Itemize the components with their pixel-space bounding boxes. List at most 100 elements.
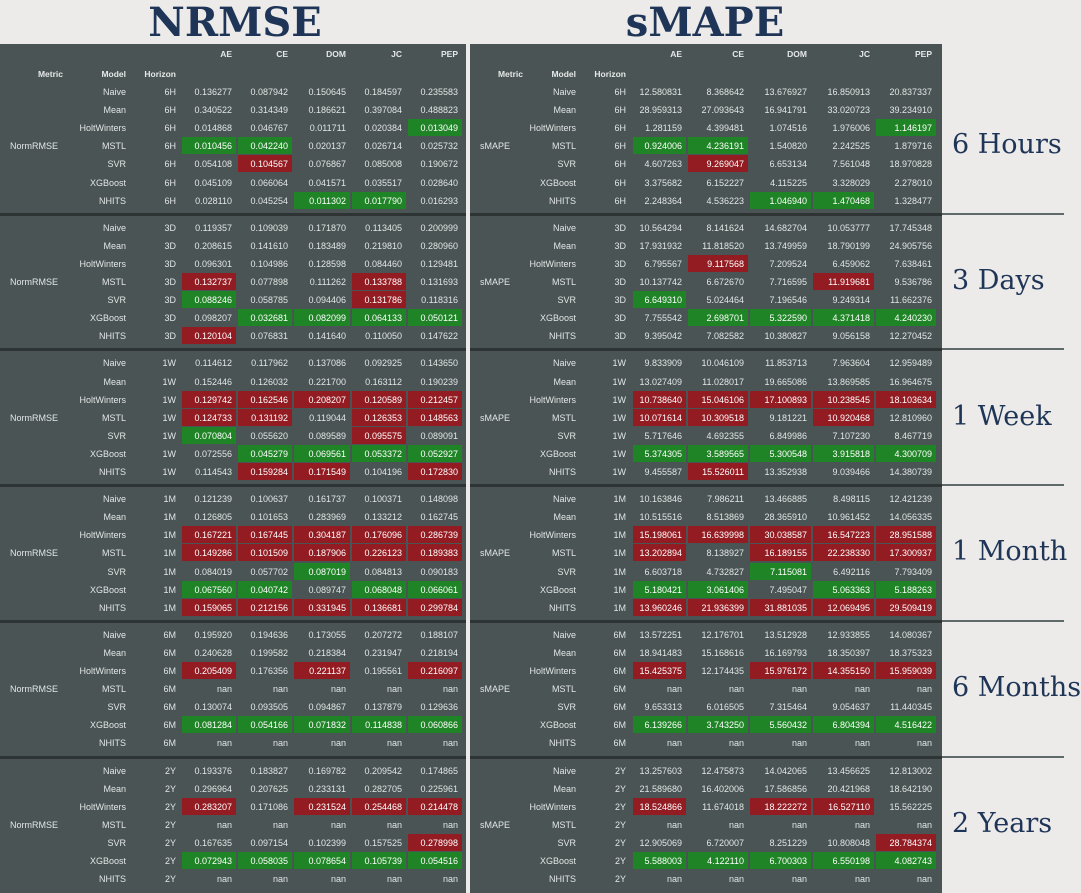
value-cell: nan <box>216 819 232 830</box>
value-cell: 6.720007 <box>706 837 744 848</box>
best-value-cell: 5.180421 <box>633 580 686 598</box>
value-cell: 0.046767 <box>250 123 288 134</box>
column-header-ae: AE <box>220 49 232 59</box>
value-cell: 14.056335 <box>889 512 932 523</box>
section-divider <box>0 212 466 216</box>
value-cell: 19.665086 <box>764 376 807 387</box>
horizon-label: 3D <box>614 240 626 251</box>
value-cell: 11.818520 <box>702 240 744 251</box>
horizon-label: 6H <box>614 105 626 116</box>
model-label: SVR <box>557 702 576 713</box>
model-label: MSTL <box>551 684 576 695</box>
value-cell: 12.580831 <box>639 87 682 97</box>
worst-value-cell: 0.131786 <box>352 291 406 309</box>
best-value-cell: 5.588003 <box>633 852 686 869</box>
worst-value-cell: 0.304187 <box>294 526 350 544</box>
model-label: Naive <box>552 222 576 233</box>
worst-value-cell: 0.283207 <box>182 797 236 815</box>
value-cell: 13.466885 <box>764 494 807 505</box>
model-label: XGBoost <box>89 584 126 595</box>
worst-value-cell: 15.046106 <box>688 390 748 408</box>
value-cell: 13.257603 <box>639 765 682 776</box>
column-header-row: AE CE DOM JC PEP <box>0 45 466 63</box>
model-label: SVR <box>107 430 126 441</box>
value-cell: nan <box>666 874 682 885</box>
model-label: HoltWinters <box>529 258 576 269</box>
worst-value-cell: 29.509419 <box>876 598 936 616</box>
value-cell: 0.110050 <box>365 331 402 342</box>
value-cell: 0.137879 <box>364 702 402 713</box>
best-value-cell: 3.061406 <box>688 580 748 598</box>
value-cell: 0.218194 <box>420 647 458 658</box>
value-cell: 0.137086 <box>308 358 346 369</box>
worst-value-cell: 16.189155 <box>750 544 811 562</box>
value-cell: 13.869585 <box>827 376 870 387</box>
horizon-label: 6H <box>164 159 176 170</box>
model-label: MSTL <box>551 412 576 423</box>
model-label: Naive <box>102 494 126 505</box>
value-cell: 0.102399 <box>308 837 346 848</box>
section-divider-line <box>942 212 1064 215</box>
value-cell: nan <box>916 738 932 749</box>
horizon-label: 1W <box>612 430 627 441</box>
model-label: MSTL <box>101 412 126 423</box>
best-value-cell: 5.300548 <box>750 444 811 462</box>
table-row: SVR 6H 0.054108 0.104567 0.076867 0.085008 0.1… <box>0 155 466 173</box>
column-header-ce: CE <box>276 49 288 59</box>
value-cell: 7.209524 <box>769 258 807 269</box>
model-label: MSTL <box>101 819 126 830</box>
value-cell: 0.162745 <box>420 512 458 523</box>
worst-value-cell: 0.167445 <box>238 526 292 544</box>
value-cell: 0.176356 <box>250 666 288 676</box>
model-label: Mean <box>103 647 126 658</box>
value-cell: 0.084019 <box>194 566 232 577</box>
worst-value-cell: 10.309518 <box>688 408 748 426</box>
value-cell: nan <box>791 684 807 695</box>
horizon-label: 1M <box>163 494 176 505</box>
value-cell: 10.808048 <box>827 837 870 848</box>
model-label: XGBoost <box>539 313 576 324</box>
value-cell: 11.028017 <box>702 376 744 387</box>
model-label: Mean <box>553 105 576 116</box>
best-value-cell: 0.066061 <box>408 580 462 598</box>
model-label: SVR <box>557 159 576 170</box>
model-label: NHITS <box>549 738 576 749</box>
value-cell: nan <box>216 738 232 749</box>
best-value-cell: 0.114838 <box>352 716 406 734</box>
horizon-label: 2Y <box>164 837 176 848</box>
value-cell: 2.248364 <box>644 195 682 206</box>
worst-value-cell: 17.300937 <box>876 544 936 562</box>
value-cell: 0.190672 <box>420 159 458 170</box>
value-cell: 9.181221 <box>769 412 807 423</box>
model-label: SVR <box>557 295 576 306</box>
horizon-label: 6M <box>613 666 626 676</box>
worst-value-cell: 0.162546 <box>238 390 292 408</box>
worst-value-cell: 0.159065 <box>182 598 236 616</box>
value-cell: 0.235583 <box>420 87 458 97</box>
horizon-label: 1M <box>613 530 626 541</box>
worst-value-cell: 0.278998 <box>408 833 462 851</box>
value-cell: 0.076867 <box>308 159 346 170</box>
value-cell: nan <box>216 874 232 885</box>
value-cell: 0.045254 <box>250 195 288 206</box>
value-cell: 0.028110 <box>195 195 232 206</box>
value-cell: 18.970828 <box>889 159 932 170</box>
model-label: Naive <box>102 222 126 233</box>
metric-label: NormRMSE <box>10 141 59 152</box>
worst-value-cell: 0.189383 <box>408 544 462 562</box>
nrmse-title: NRMSE <box>148 0 322 46</box>
horizon-label: 3D <box>164 222 176 233</box>
model-label: Naive <box>552 494 576 505</box>
worst-value-cell: 0.205409 <box>182 662 236 679</box>
table-row: NHITS 6H 2.248364 4.536223 1.046940 1.470468 1… <box>470 191 942 210</box>
value-cell: 0.282705 <box>364 783 402 794</box>
horizon-label: 6M <box>163 738 176 749</box>
horizon-label: 1M <box>163 566 176 577</box>
column-header-dom: DOM <box>326 49 346 59</box>
value-cell: 0.128598 <box>308 258 346 269</box>
value-cell: 16.169793 <box>764 647 807 658</box>
table-row: Mean 6M 0.240628 0.199582 0.218384 0.231947 0.… <box>0 644 466 662</box>
value-cell: 1.879716 <box>894 141 932 152</box>
value-cell: 0.488823 <box>420 105 458 116</box>
worst-value-cell: 11.919681 <box>813 273 874 290</box>
